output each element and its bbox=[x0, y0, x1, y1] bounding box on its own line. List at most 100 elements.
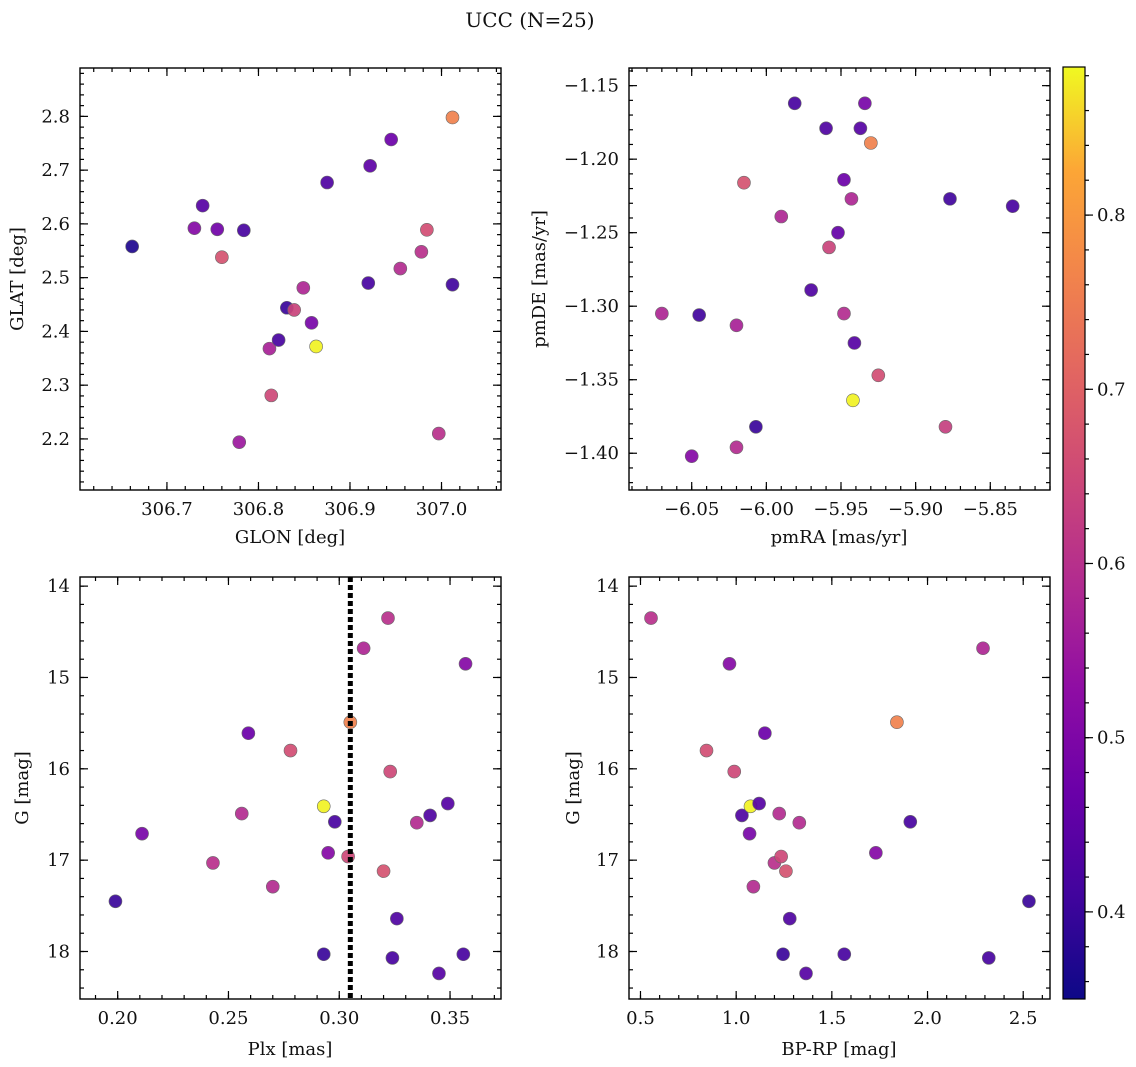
data-point bbox=[853, 121, 868, 136]
data-point bbox=[328, 814, 342, 829]
y-tick-label: −1.35 bbox=[564, 370, 619, 391]
colorbar-tick-label: 0.6 bbox=[1097, 553, 1126, 574]
x-tick-label: 306.8 bbox=[233, 499, 285, 520]
data-point bbox=[409, 815, 424, 830]
x-tick-label: 0.20 bbox=[98, 1008, 138, 1029]
axes-frame bbox=[628, 67, 1051, 491]
panel-glon-glat: GLON [deg] GLAT [deg] 306.7 306.8 306.9 307… bbox=[7, 67, 502, 548]
data-point bbox=[445, 110, 460, 125]
data-point bbox=[837, 947, 852, 962]
data-point bbox=[320, 175, 334, 190]
data-point bbox=[727, 764, 742, 779]
data-point bbox=[414, 245, 429, 259]
data-point bbox=[316, 799, 331, 814]
y-tick-label: 16 bbox=[596, 759, 619, 780]
data-point bbox=[432, 966, 446, 981]
y-tick-label: 2.8 bbox=[41, 106, 70, 127]
x-tick-label: 2.0 bbox=[913, 1008, 942, 1029]
data-point bbox=[210, 222, 225, 237]
data-point bbox=[976, 641, 990, 656]
colorbar-gradient bbox=[1062, 66, 1086, 1000]
data-point bbox=[265, 879, 280, 894]
data-point bbox=[287, 303, 301, 317]
data-point bbox=[869, 846, 883, 860]
y-tick-label: 15 bbox=[596, 667, 619, 688]
data-point bbox=[283, 743, 298, 758]
x-tick-label: 306.9 bbox=[324, 499, 376, 520]
y-tick-label: 14 bbox=[596, 576, 619, 597]
data-point bbox=[864, 136, 878, 150]
x-tick-label: 307.0 bbox=[416, 499, 468, 520]
y-tick-label: 2.6 bbox=[41, 214, 70, 235]
data-point bbox=[241, 726, 256, 740]
data-point bbox=[655, 306, 669, 321]
data-point bbox=[458, 656, 473, 671]
data-point bbox=[938, 419, 953, 434]
data-point bbox=[264, 388, 279, 403]
panel-pmra-pmde-ylabel: pmDE [mas/yr] bbox=[529, 210, 550, 348]
x-tick-label: 0.5 bbox=[626, 1008, 655, 1029]
data-point bbox=[206, 856, 220, 870]
panel-pmra-pmde-xlabel: pmRA [mas/yr] bbox=[771, 527, 908, 548]
data-point bbox=[846, 393, 860, 408]
data-point bbox=[758, 726, 772, 740]
x-tick-label: 1.5 bbox=[818, 1008, 847, 1029]
y-tick-label: 18 bbox=[596, 942, 619, 963]
panel-bprp-g-ylabel: G [mag] bbox=[563, 751, 584, 824]
y-tick-label: −1.15 bbox=[564, 76, 619, 97]
data-point bbox=[858, 96, 872, 111]
y-tick-label: 16 bbox=[47, 759, 70, 780]
data-point bbox=[749, 419, 763, 434]
panel-glon-glat-ylabel: GLAT [deg] bbox=[7, 227, 28, 331]
colorbar-tick-label: 0.5 bbox=[1097, 728, 1126, 749]
y-tick-label: 18 bbox=[47, 942, 70, 963]
x-tick-label: 1.0 bbox=[722, 1008, 751, 1029]
x-tick-label: −6.00 bbox=[739, 499, 794, 520]
panel-plx-g-ylabel: G [mag] bbox=[12, 751, 33, 824]
y-tick-label: −1.25 bbox=[564, 223, 619, 244]
data-point bbox=[195, 198, 210, 213]
data-point bbox=[692, 308, 706, 322]
colorbar-tick-label: 0.7 bbox=[1097, 379, 1126, 400]
data-point bbox=[890, 715, 904, 730]
panel-bprp-g-xlabel: BP-RP [mag] bbox=[781, 1039, 896, 1060]
data-point bbox=[393, 261, 408, 276]
x-tick-label: 2.5 bbox=[1009, 1008, 1038, 1029]
colorbar: 0.4 0.5 0.6 0.7 0.8 bbox=[1062, 66, 1126, 1000]
data-point bbox=[309, 339, 323, 354]
y-tick-label: 2.2 bbox=[41, 429, 70, 450]
data-point bbox=[684, 449, 699, 463]
data-point bbox=[232, 435, 247, 449]
data-point bbox=[742, 826, 757, 841]
x-tick-label: −6.05 bbox=[664, 499, 719, 520]
data-point bbox=[752, 796, 766, 811]
data-point bbox=[456, 947, 471, 962]
data-point bbox=[361, 276, 376, 290]
panel-pmra-pmde: pmRA [mas/yr] pmDE [mas/yr] −6.05 −6.00 −5… bbox=[529, 67, 1051, 548]
data-point bbox=[792, 815, 807, 830]
data-point bbox=[356, 641, 371, 656]
data-point bbox=[187, 221, 202, 235]
data-point bbox=[321, 846, 335, 860]
y-tick-label: 15 bbox=[47, 667, 70, 688]
data-point bbox=[787, 96, 802, 111]
data-point bbox=[271, 333, 286, 347]
data-point bbox=[782, 911, 797, 926]
data-point bbox=[774, 209, 789, 224]
data-point bbox=[943, 192, 957, 206]
data-point bbox=[772, 806, 787, 821]
panel-bprp-g: BP-RP [mag] G [mag] 0.5 1.0 1.5 2.0 2.5 14 15 1… bbox=[563, 576, 1051, 1060]
x-tick-label: −5.95 bbox=[813, 499, 868, 520]
colorbar-tick-label: 0.8 bbox=[1097, 205, 1126, 226]
data-point bbox=[837, 172, 851, 187]
data-point bbox=[729, 318, 744, 333]
panel-plx-g-xlabel: Plx [mas] bbox=[248, 1039, 333, 1060]
data-point bbox=[234, 806, 249, 821]
x-tick-label: 0.30 bbox=[319, 1008, 359, 1029]
data-point bbox=[237, 223, 251, 238]
axes-frame bbox=[79, 576, 502, 1000]
data-point bbox=[108, 894, 123, 909]
data-point bbox=[822, 240, 836, 255]
x-tick-label: 0.35 bbox=[430, 1008, 470, 1029]
